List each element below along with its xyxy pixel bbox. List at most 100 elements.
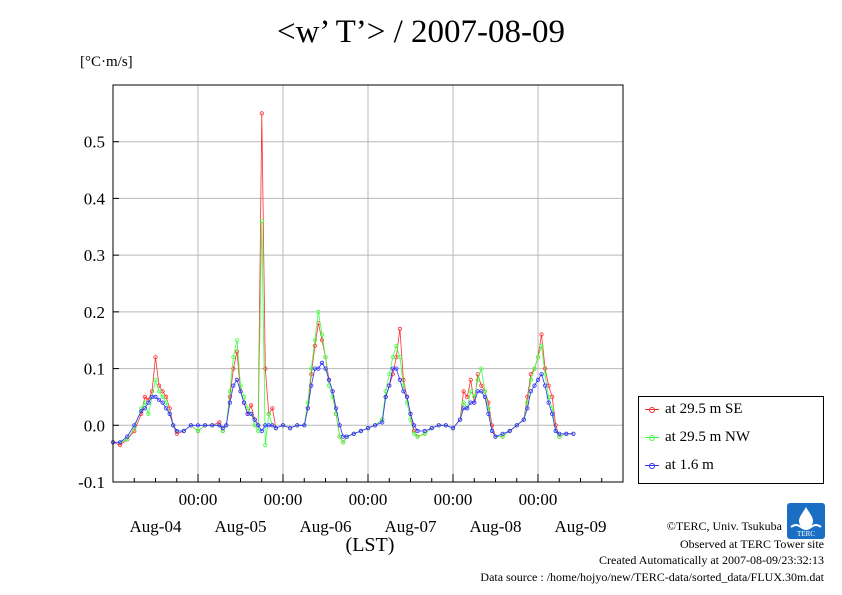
data-point bbox=[404, 400, 410, 405]
x-tick-label: 00:00 bbox=[434, 490, 473, 509]
data-point bbox=[401, 389, 406, 394]
y-axis: -0.1 0.0 0.1 0.2 0.3 0.4 0.5 bbox=[78, 133, 119, 492]
data-point bbox=[227, 394, 232, 399]
data-point bbox=[387, 383, 392, 388]
data-point bbox=[234, 349, 240, 354]
legend-item: at 1.6 m bbox=[645, 457, 714, 477]
y-unit-label: [°C·m/s] bbox=[80, 54, 133, 70]
data-point bbox=[323, 366, 328, 371]
data-point bbox=[489, 423, 495, 428]
x-axis: 00:00 00:00 00:00 00:00 00:00 Aug-04 Aug-05 Aug… bbox=[130, 474, 606, 536]
data-point bbox=[234, 377, 240, 382]
data-point bbox=[252, 417, 257, 422]
data-point bbox=[160, 394, 165, 399]
data-point bbox=[465, 406, 470, 411]
data-point bbox=[535, 355, 541, 360]
data-point bbox=[287, 425, 293, 431]
y-tick-label: 0.4 bbox=[84, 189, 106, 208]
y-tick-label: 0.3 bbox=[84, 246, 105, 265]
data-point bbox=[146, 400, 151, 405]
data-point bbox=[394, 366, 399, 371]
data-point bbox=[153, 355, 158, 360]
data-point bbox=[195, 423, 201, 428]
series-1 bbox=[110, 219, 576, 448]
data-point bbox=[217, 420, 222, 425]
data-point bbox=[259, 219, 264, 224]
data-point bbox=[280, 423, 286, 428]
data-point bbox=[411, 431, 417, 436]
data-point bbox=[153, 377, 158, 382]
y-tick-label: 0.0 bbox=[84, 416, 105, 435]
data-point bbox=[479, 383, 484, 388]
data-point bbox=[415, 434, 420, 439]
data-point bbox=[249, 403, 254, 408]
x-day-label: Aug-06 bbox=[300, 517, 352, 536]
data-point bbox=[305, 400, 310, 405]
data-point bbox=[358, 428, 363, 434]
data-point bbox=[461, 400, 466, 405]
data-point bbox=[486, 411, 491, 416]
data-point bbox=[465, 394, 470, 399]
data-point bbox=[270, 423, 275, 428]
data-point bbox=[486, 406, 491, 411]
data-point bbox=[507, 428, 512, 434]
data-point bbox=[482, 394, 487, 399]
data-point bbox=[422, 428, 427, 434]
data-point bbox=[227, 389, 232, 394]
data-point bbox=[263, 442, 268, 448]
data-point bbox=[457, 417, 463, 422]
data-point bbox=[231, 383, 236, 388]
data-point bbox=[542, 366, 548, 371]
data-point bbox=[500, 431, 505, 436]
data-point bbox=[330, 389, 335, 394]
data-point bbox=[564, 431, 569, 436]
data-point bbox=[450, 425, 456, 431]
legend-item: at 29.5 m SE bbox=[645, 401, 743, 421]
data-point bbox=[167, 411, 172, 416]
legend-marker bbox=[645, 433, 659, 443]
data-point bbox=[132, 423, 137, 428]
data-point bbox=[263, 366, 268, 371]
data-point bbox=[156, 389, 162, 394]
data-point bbox=[475, 377, 480, 382]
data-point bbox=[319, 332, 325, 337]
data-point bbox=[142, 406, 147, 411]
data-point bbox=[383, 394, 388, 399]
data-point bbox=[557, 431, 562, 436]
data-point bbox=[468, 377, 473, 382]
data-point bbox=[493, 434, 498, 439]
data-point bbox=[397, 326, 402, 331]
data-point bbox=[203, 423, 208, 428]
data-point bbox=[210, 423, 215, 428]
data-point bbox=[249, 411, 254, 416]
data-point bbox=[337, 423, 342, 428]
series-group bbox=[110, 111, 576, 448]
data-point bbox=[319, 360, 325, 365]
data-point bbox=[227, 400, 232, 405]
data-point bbox=[372, 423, 378, 428]
data-point bbox=[486, 400, 491, 405]
x-day-label: Aug-04 bbox=[130, 517, 182, 536]
data-point bbox=[171, 423, 176, 428]
data-point bbox=[217, 423, 222, 428]
data-point bbox=[528, 389, 534, 394]
data-point bbox=[139, 408, 144, 414]
x-day-label: Aug-08 bbox=[470, 517, 522, 536]
data-point bbox=[241, 400, 247, 405]
data-point bbox=[472, 400, 477, 405]
data-point bbox=[295, 423, 300, 428]
series-0 bbox=[110, 111, 576, 448]
legend-label: at 1.6 m bbox=[665, 457, 714, 473]
y-tick-label: 0.5 bbox=[84, 133, 105, 152]
data-point bbox=[330, 394, 335, 399]
data-point bbox=[341, 440, 346, 445]
data-point bbox=[118, 440, 123, 445]
x-day-label: Aug-07 bbox=[385, 517, 437, 536]
data-point bbox=[479, 366, 484, 371]
data-point bbox=[312, 343, 317, 348]
data-point bbox=[195, 428, 201, 434]
data-point bbox=[443, 423, 448, 428]
legend-item: at 29.5 m NW bbox=[645, 429, 750, 449]
data-point bbox=[408, 411, 413, 416]
